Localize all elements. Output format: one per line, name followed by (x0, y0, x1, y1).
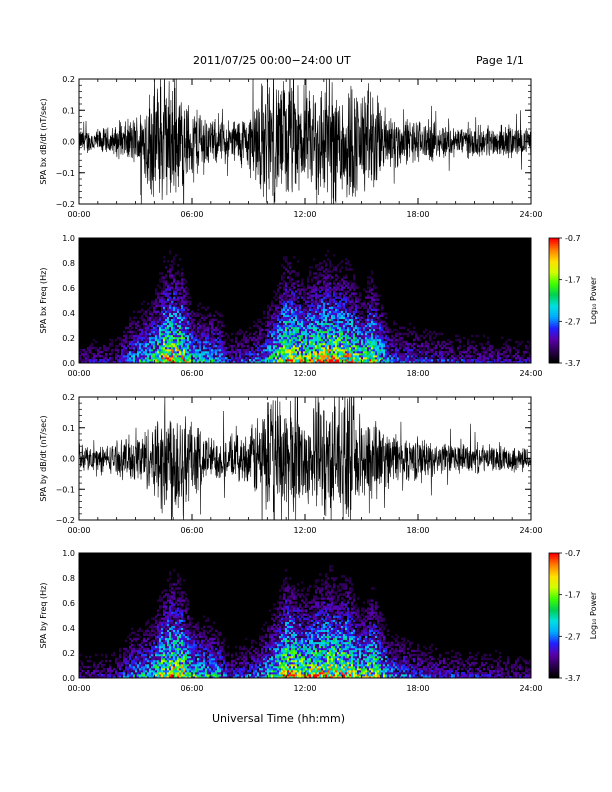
colorbar-tick-label: -3.7 (565, 674, 581, 683)
y-tick-label: 0.0 (62, 674, 75, 683)
x-tick-label: 12:00 (293, 210, 316, 219)
colorbar-tick-label: -0.7 (565, 234, 581, 243)
page-label: Page 1/1 (476, 54, 524, 67)
colorbar-frame (548, 552, 560, 679)
spectrogram-cells (79, 553, 532, 679)
y-tick-label: 0.2 (62, 334, 75, 343)
x-tick-label: 18:00 (406, 526, 429, 535)
y-tick-label: 0.2 (62, 393, 75, 402)
y-tick-label: 0.1 (62, 106, 75, 115)
y-tick-label: 1.0 (62, 549, 75, 558)
x-axis-title: Universal Time (hh:mm) (212, 712, 345, 725)
x-tick-label: 06:00 (180, 684, 203, 693)
y-axis-label: SPA bx dB/dt (nT/sec) (39, 98, 48, 184)
x-tick-label: 24:00 (519, 369, 542, 378)
y-tick-label: 0.2 (62, 649, 75, 658)
colorbar-tick-label: -2.7 (565, 632, 581, 641)
y-axis-label: SPA bx Freq (Hz) (39, 268, 48, 334)
y-tick-label: 0.0 (62, 138, 75, 147)
y-tick-label: 0.6 (62, 599, 75, 608)
y-tick-label: 0.8 (62, 259, 75, 268)
y-tick-label: −0.1 (56, 169, 75, 178)
y-tick-label: −0.2 (56, 516, 75, 525)
spectrogram-cells (79, 238, 532, 364)
colorbar: -0.7 -1.7 -2.7 -3.7 Log₁₀ Power (548, 234, 598, 368)
colorbar-label: Log₁₀ Power (589, 276, 598, 324)
y-tick-label: 0.0 (62, 455, 75, 464)
y-tick-label: 0.8 (62, 574, 75, 583)
colorbar-label: Log₁₀ Power (589, 591, 598, 639)
colorbar-frame (548, 237, 560, 364)
plot-frame (78, 237, 532, 364)
panel-by-waveform: 00:00 06:00 12:00 18:00 24:00 0.2 0.1 0.0 −0.1 −0… (39, 393, 543, 535)
x-tick-label: 18:00 (406, 210, 429, 219)
x-tick-label: 12:00 (293, 369, 316, 378)
x-tick-label: 12:00 (293, 526, 316, 535)
x-tick-label: 24:00 (519, 210, 542, 219)
panel-by-spectrogram: 00:00 06:00 12:00 18:00 24:00 1.0 0.8 0.6 0.4 0.2… (39, 549, 543, 693)
y-tick-label: −0.1 (56, 485, 75, 494)
y-tick-label: 0.1 (62, 424, 75, 433)
y-tick-label: 0.0 (62, 359, 75, 368)
y-tick-label: −0.2 (56, 200, 75, 209)
colorbar-tick-label: -1.7 (565, 276, 581, 285)
x-tick-label: 00:00 (67, 684, 90, 693)
y-tick-label: 0.6 (62, 284, 75, 293)
colorbar-tick-label: -3.7 (565, 359, 581, 368)
x-tick-label: 06:00 (180, 526, 203, 535)
colorbar-tick-label: -1.7 (565, 591, 581, 600)
y-tick-label: 0.4 (62, 309, 75, 318)
y-tick-label: 0.2 (62, 75, 75, 84)
x-tick-label: 00:00 (67, 526, 90, 535)
x-tick-label: 06:00 (180, 369, 203, 378)
x-tick-label: 24:00 (519, 684, 542, 693)
panel-bx-spectrogram: 00:00 06:00 12:00 18:00 24:00 1.0 0.8 0.6 0.4 0.2… (39, 234, 543, 378)
x-tick-label: 06:00 (180, 210, 203, 219)
x-tick-label: 24:00 (519, 526, 542, 535)
y-axis-label: SPA by dB/dt (nT/sec) (39, 415, 48, 501)
x-tick-label: 18:00 (406, 369, 429, 378)
waveform-trace (79, 397, 531, 520)
plot-frame (78, 552, 532, 679)
colorbar-tick-label: -2.7 (565, 317, 581, 326)
panel-bx-waveform: 00:00 06:00 12:00 18:00 24:00 0.2 0.1 0.0 −0.1 −0… (39, 75, 543, 219)
plot-title: 2011/07/25 00:00−24:00 UT (193, 54, 351, 67)
x-tick-label: 18:00 (406, 684, 429, 693)
y-tick-label: 0.4 (62, 624, 75, 633)
y-tick-label: 1.0 (62, 234, 75, 243)
plot-frame (78, 396, 532, 521)
plot-frame (78, 78, 532, 205)
x-tick-label: 00:00 (67, 369, 90, 378)
colorbar-tick-label: -0.7 (565, 549, 581, 558)
x-tick-label: 12:00 (293, 684, 316, 693)
y-axis-label: SPA by Freq (Hz) (39, 583, 48, 649)
x-tick-label: 00:00 (67, 210, 90, 219)
waveform-trace (79, 79, 531, 204)
colorbar: -0.7 -1.7 -2.7 -3.7 Log₁₀ Power (548, 549, 598, 683)
